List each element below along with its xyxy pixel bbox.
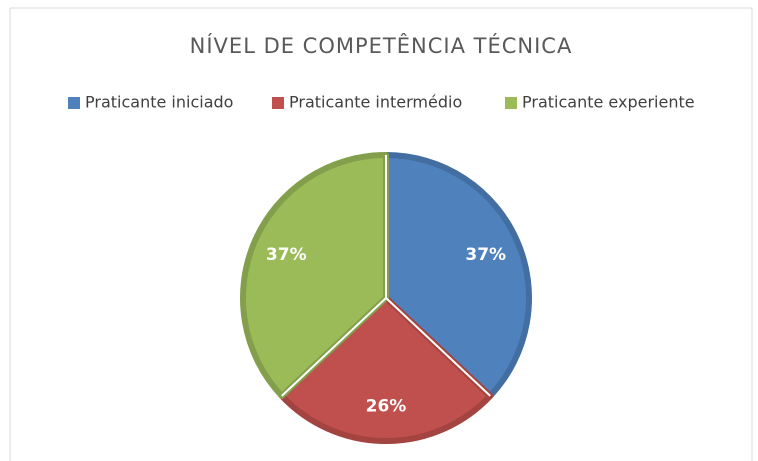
slice-separator (281, 297, 387, 397)
legend-label: Praticante experiente (522, 93, 695, 112)
legend-swatch (68, 97, 80, 109)
legend-swatch (505, 97, 517, 109)
data-label: 37% (465, 245, 506, 265)
chart-title: NÍVEL DE COMPETÊNCIA TÉCNICA (190, 33, 573, 58)
pie-slice (383, 152, 532, 399)
legend-label: Praticante iniciado (85, 93, 233, 112)
pie-slice (240, 152, 389, 399)
data-label: 26% (366, 397, 407, 417)
pie-slice (278, 295, 494, 444)
data-label: 37% (266, 245, 307, 265)
legend-swatch (272, 97, 284, 109)
legend-label: Praticante intermédio (289, 93, 462, 112)
slice-separator (385, 297, 491, 397)
